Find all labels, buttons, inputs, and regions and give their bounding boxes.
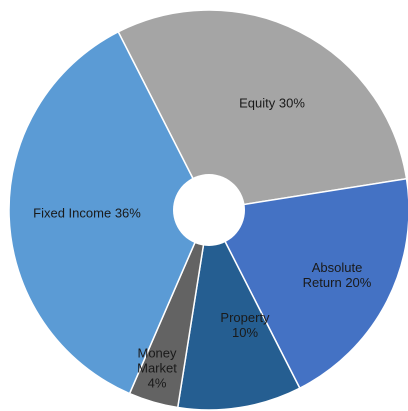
- pie-slice: [176, 207, 301, 411]
- slice-label: Property 10%: [213, 310, 277, 340]
- slice-name: Property: [220, 310, 270, 325]
- slice-value: 30%: [278, 95, 305, 111]
- pie-slice: [117, 9, 408, 211]
- slice-name: Absolute Return: [302, 260, 363, 290]
- donut-hole: [173, 174, 245, 246]
- slice-label: Absolute Return 20%: [292, 260, 382, 290]
- slice-label: Fixed Income 36%: [7, 206, 167, 221]
- slice-value: 36%: [114, 205, 141, 221]
- slice-value: 10%: [231, 325, 259, 340]
- slice-name: Equity: [239, 95, 276, 111]
- slice-label: Equity 30%: [212, 96, 332, 111]
- slice-name: Money Market: [137, 345, 177, 376]
- slice-name: Fixed Income: [33, 205, 112, 221]
- slice-value: 4%: [147, 375, 167, 391]
- slice-value: 20%: [345, 275, 372, 290]
- pie-slice: [207, 177, 408, 390]
- pie-slice: [8, 30, 210, 395]
- slice-label: Money Market 4%: [131, 346, 183, 391]
